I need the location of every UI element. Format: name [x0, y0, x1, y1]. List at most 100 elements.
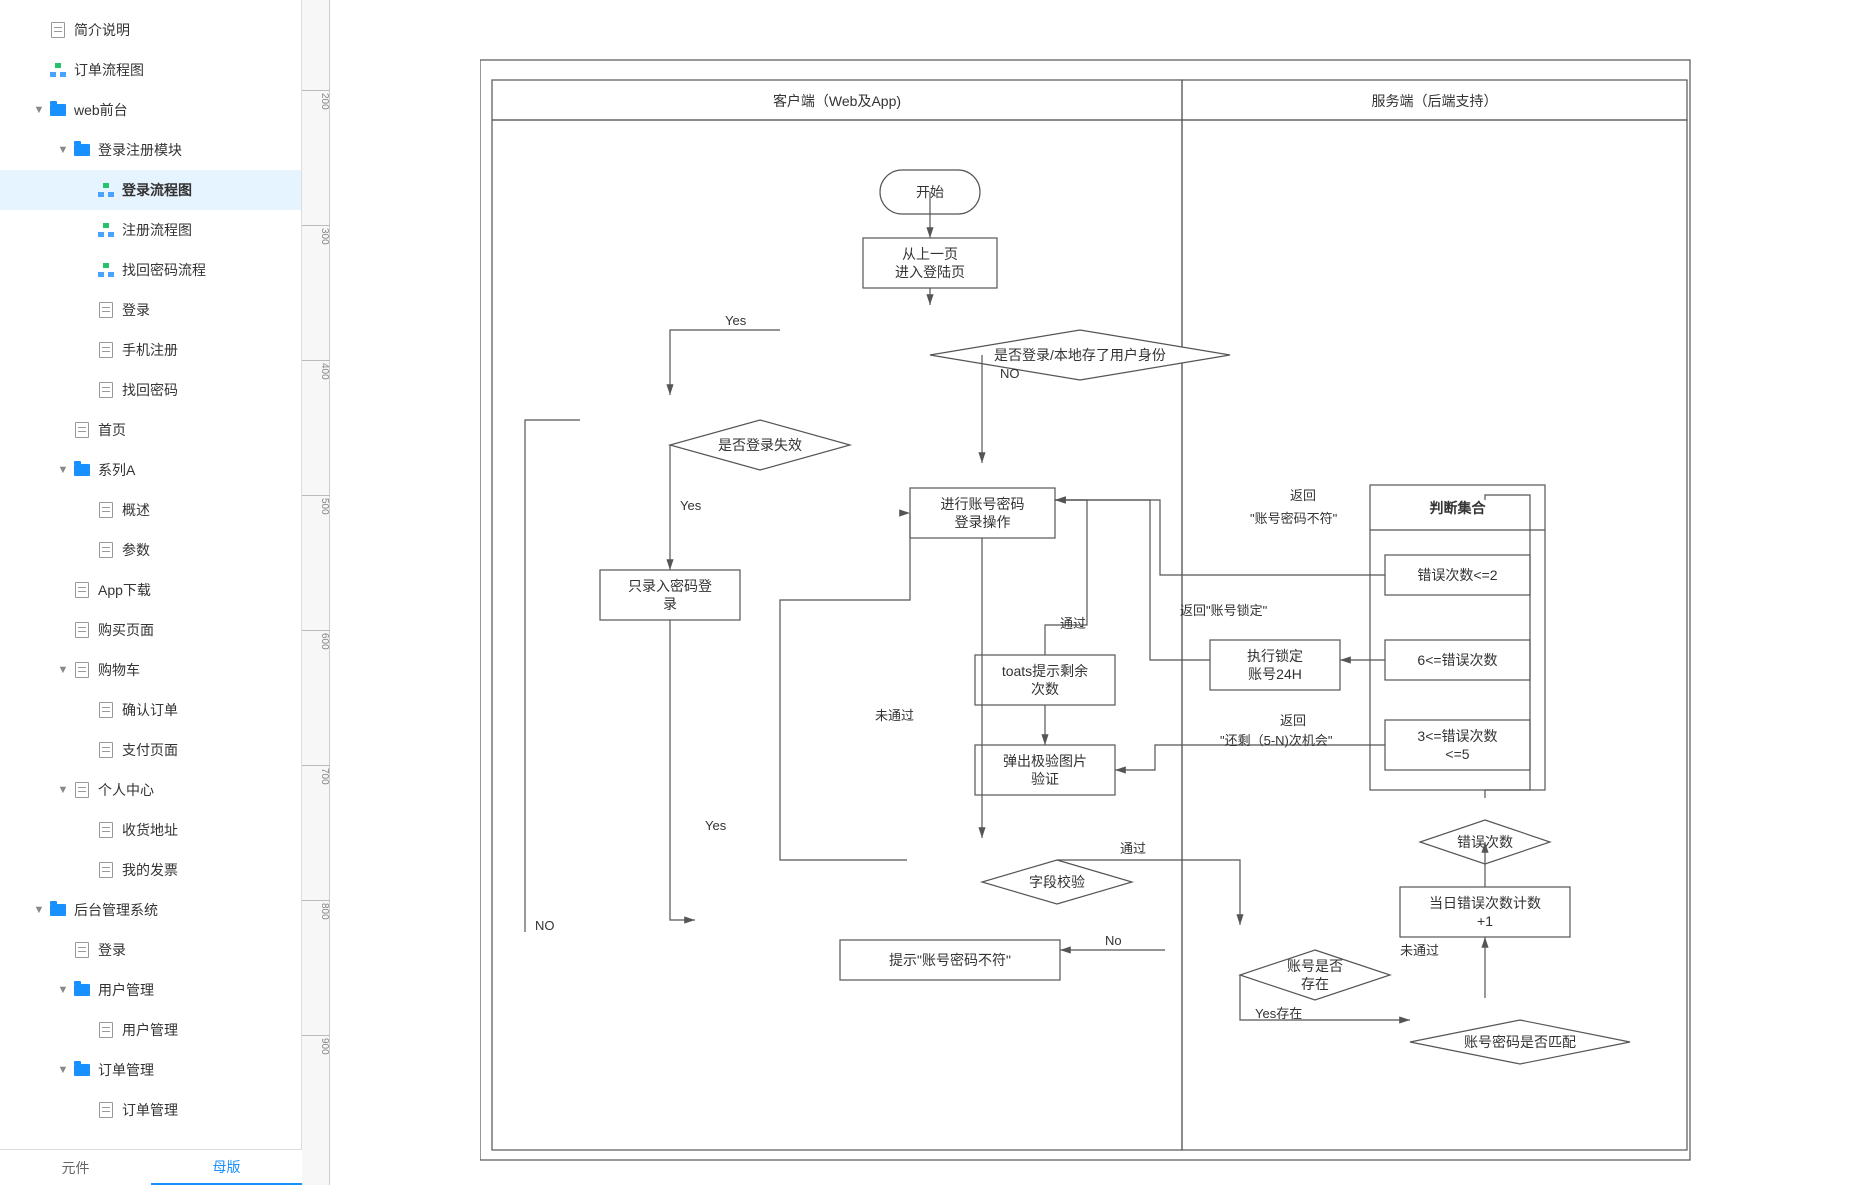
sidebar-item-24[interactable]: ▼用户管理 — [0, 970, 301, 1010]
document-icon — [72, 422, 92, 438]
sidebar-item-10[interactable]: 首页 — [0, 410, 301, 450]
flowchart-icon — [96, 223, 116, 237]
svg-text:<=5: <=5 — [1445, 746, 1469, 762]
svg-text:Yes存在: Yes存在 — [1255, 1006, 1302, 1021]
folder-icon — [48, 104, 68, 116]
sidebar-item-11[interactable]: ▼系列A — [0, 450, 301, 490]
sidebar-item-27[interactable]: 订单管理 — [0, 1090, 301, 1130]
tree-item-label: 购物车 — [98, 660, 140, 680]
svg-text:弹出极验图片: 弹出极验图片 — [1003, 753, 1087, 769]
svg-text:字段校验: 字段校验 — [1029, 874, 1085, 890]
svg-text:客户端（Web及App): 客户端（Web及App) — [773, 93, 901, 109]
sidebar-item-1[interactable]: 订单流程图 — [0, 50, 301, 90]
chevron-icon: ▼ — [32, 104, 46, 116]
chevron-icon: ▼ — [56, 664, 70, 676]
tree-item-label: 我的发票 — [122, 860, 178, 880]
svg-text:返回: 返回 — [1290, 488, 1316, 503]
tree-item-label: 参数 — [122, 540, 150, 560]
chevron-icon: ▼ — [56, 1064, 70, 1076]
tree-item-label: 支付页面 — [122, 740, 178, 760]
folder-icon — [72, 984, 92, 996]
sidebar-item-5[interactable]: 注册流程图 — [0, 210, 301, 250]
sidebar-item-20[interactable]: 收货地址 — [0, 810, 301, 850]
chevron-icon: ▼ — [56, 144, 70, 156]
svg-text:未通过: 未通过 — [875, 708, 914, 723]
flowchart-icon — [48, 63, 68, 77]
svg-text:返回: 返回 — [1280, 713, 1306, 728]
document-icon — [96, 862, 116, 878]
svg-text:错误次数<=2: 错误次数<=2 — [1417, 567, 1497, 583]
svg-text:NO: NO — [1000, 366, 1020, 381]
sidebar-item-18[interactable]: 支付页面 — [0, 730, 301, 770]
tree-item-label: 订单管理 — [98, 1060, 154, 1080]
tree-item-label: 简介说明 — [74, 20, 130, 40]
canvas[interactable]: 客户端（Web及App)服务端（后端支持）开始从上一页进入登陆页是否登录/本地存… — [330, 0, 1851, 1185]
sidebar-item-8[interactable]: 手机注册 — [0, 330, 301, 370]
sidebar-item-2[interactable]: ▼web前台 — [0, 90, 301, 130]
document-icon — [72, 942, 92, 958]
sidebar-item-3[interactable]: ▼登录注册模块 — [0, 130, 301, 170]
sidebar-item-6[interactable]: 找回密码流程 — [0, 250, 301, 290]
tree-item-label: 登录流程图 — [122, 180, 192, 200]
svg-text:只录入密码登: 只录入密码登 — [628, 578, 712, 594]
vertical-ruler: 200300400500600700800900 — [302, 0, 330, 1185]
tab-elements[interactable]: 元件 — [0, 1150, 151, 1185]
document-icon — [96, 302, 116, 318]
tree-item-label: 系列A — [98, 460, 135, 480]
sidebar-item-19[interactable]: ▼个人中心 — [0, 770, 301, 810]
tree-item-label: App下载 — [98, 580, 151, 600]
ruler-tick: 200 — [302, 90, 330, 110]
svg-text:登录操作: 登录操作 — [955, 514, 1011, 530]
svg-text:"还剩（5-N)次机会": "还剩（5-N)次机会" — [1220, 733, 1333, 748]
svg-text:提示"账号密码不符": 提示"账号密码不符" — [889, 952, 1011, 968]
tree-item-label: 订单管理 — [122, 1100, 178, 1120]
sidebar-item-23[interactable]: 登录 — [0, 930, 301, 970]
sidebar-item-21[interactable]: 我的发票 — [0, 850, 301, 890]
tree-item-label: 登录 — [122, 300, 150, 320]
folder-icon — [48, 904, 68, 916]
svg-text:+1: +1 — [1477, 913, 1493, 929]
sidebar-item-26[interactable]: ▼ 订单管理 — [0, 1050, 301, 1090]
ruler-tick: 900 — [302, 1035, 330, 1055]
sidebar-item-16[interactable]: ▼ 购物车 — [0, 650, 301, 690]
tree-item-label: 个人中心 — [98, 780, 154, 800]
tree-item-label: 用户管理 — [98, 980, 154, 1000]
sidebar-item-25[interactable]: 用户管理 — [0, 1010, 301, 1050]
sidebar-item-15[interactable]: 购买页面 — [0, 610, 301, 650]
sidebar-item-17[interactable]: 确认订单 — [0, 690, 301, 730]
svg-text:存在: 存在 — [1301, 976, 1329, 992]
tree-item-label: 购买页面 — [98, 620, 154, 640]
canvas-area: 200300400500600700800900 客户端（Web及App)服务端… — [302, 0, 1851, 1185]
document-icon — [72, 622, 92, 638]
svg-text:账号密码是否匹配: 账号密码是否匹配 — [1464, 1034, 1576, 1050]
tree-item-label: 用户管理 — [122, 1020, 178, 1040]
sidebar-item-12[interactable]: 概述 — [0, 490, 301, 530]
document-icon — [96, 542, 116, 558]
tree-item-label: 手机注册 — [122, 340, 178, 360]
sidebar-item-7[interactable]: 登录 — [0, 290, 301, 330]
svg-text:通过: 通过 — [1060, 616, 1086, 631]
svg-text:"账号密码不符": "账号密码不符" — [1250, 511, 1338, 526]
sidebar-item-22[interactable]: ▼后台管理系统 — [0, 890, 301, 930]
sidebar-item-0[interactable]: 简介说明 — [0, 10, 301, 50]
sidebar-item-4[interactable]: 登录流程图 — [0, 170, 301, 210]
ruler-tick: 800 — [302, 900, 330, 920]
tree-item-label: 收货地址 — [122, 820, 178, 840]
svg-text:Yes: Yes — [725, 313, 747, 328]
svg-text:验证: 验证 — [1031, 771, 1059, 787]
sidebar-item-9[interactable]: 找回密码 — [0, 370, 301, 410]
sidebar: 简介说明订单流程图▼web前台▼登录注册模块登录流程图注册流程图找回密码流程登录… — [0, 0, 302, 1185]
document-icon — [96, 1102, 116, 1118]
svg-text:服务端（后端支持）: 服务端（后端支持） — [1372, 93, 1498, 109]
sidebar-item-14[interactable]: App下载 — [0, 570, 301, 610]
sidebar-item-13[interactable]: 参数 — [0, 530, 301, 570]
svg-text:是否登录/本地存了用户身份: 是否登录/本地存了用户身份 — [994, 347, 1166, 363]
svg-text:No: No — [1105, 933, 1122, 948]
tab-masters[interactable]: 母版 — [151, 1150, 302, 1185]
svg-text:未通过: 未通过 — [1400, 943, 1439, 958]
tree-item-label: 后台管理系统 — [74, 900, 158, 920]
svg-text:当日错误次数计数: 当日错误次数计数 — [1429, 895, 1541, 911]
svg-text:从上一页: 从上一页 — [902, 246, 958, 262]
svg-text:NO: NO — [535, 918, 555, 933]
ruler-tick: 600 — [302, 630, 330, 650]
